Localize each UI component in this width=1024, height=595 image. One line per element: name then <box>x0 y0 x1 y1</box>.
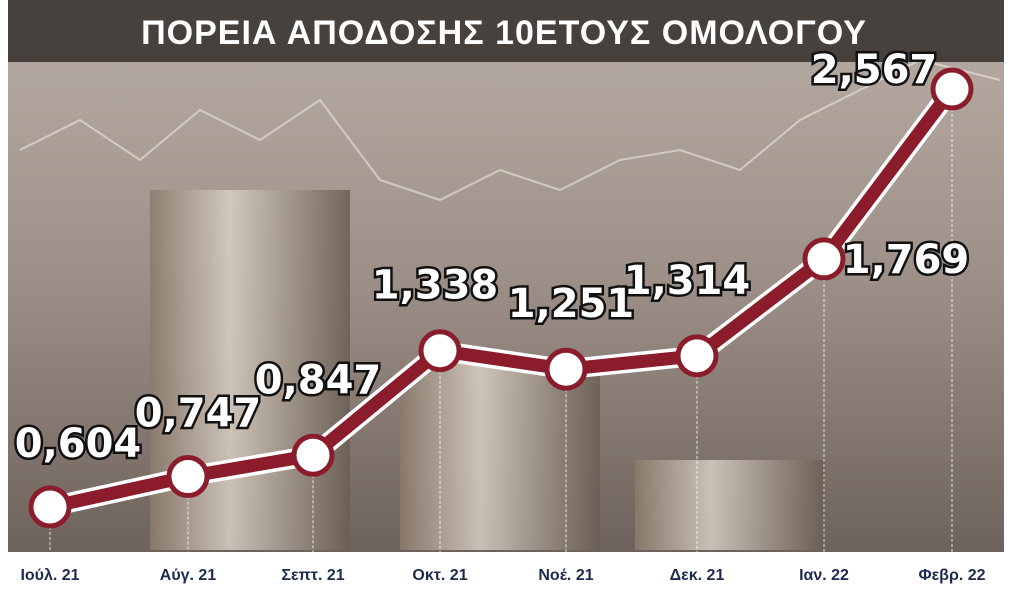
value-label: 1,314 <box>624 258 751 304</box>
value-label: 0,604 <box>15 421 142 467</box>
value-label: 0,747 <box>135 391 262 437</box>
value-label: 2,567 <box>811 47 938 93</box>
chart-title: ΠΟΡΕΙΑ ΑΠΟΔΟΣΗΣ 10ΕΤΟΥΣ ΟΜΟΛΟΓΟΥ <box>141 14 867 52</box>
value-label: 1,769 <box>843 237 970 283</box>
point <box>166 455 210 499</box>
decor-graph <box>19 58 1001 202</box>
x-tick-label: Ιαν. 22 <box>799 567 849 584</box>
x-tick-label: Οκτ. 21 <box>412 567 467 584</box>
coin-stacks <box>150 190 825 550</box>
x-tick-label: Ιούλ. 21 <box>20 567 79 584</box>
plot: Ιούλ. 21 Αύγ. 21 Σεπτ. 21 Οκτ. 21 Νοέ. 21 Δεκ… <box>12 45 985 585</box>
x-tick-label: Νοέ. 21 <box>538 567 593 584</box>
point <box>291 433 335 477</box>
title-band <box>8 0 1004 62</box>
point <box>418 329 462 373</box>
x-tick-label: Φεβρ. 22 <box>918 567 985 584</box>
value-label: 0,847 <box>255 357 382 403</box>
value-label: 1,338 <box>372 263 499 309</box>
x-tick-label: Αύγ. 21 <box>160 567 217 584</box>
x-tick-label: Σεπτ. 21 <box>281 567 344 584</box>
point <box>802 237 846 281</box>
point <box>28 485 72 529</box>
value-label: 1,251 <box>508 281 635 327</box>
point <box>675 334 719 378</box>
x-tick-label: Δεκ. 21 <box>670 567 725 584</box>
axis-band <box>8 552 1004 595</box>
point <box>930 67 974 111</box>
point <box>544 347 588 391</box>
